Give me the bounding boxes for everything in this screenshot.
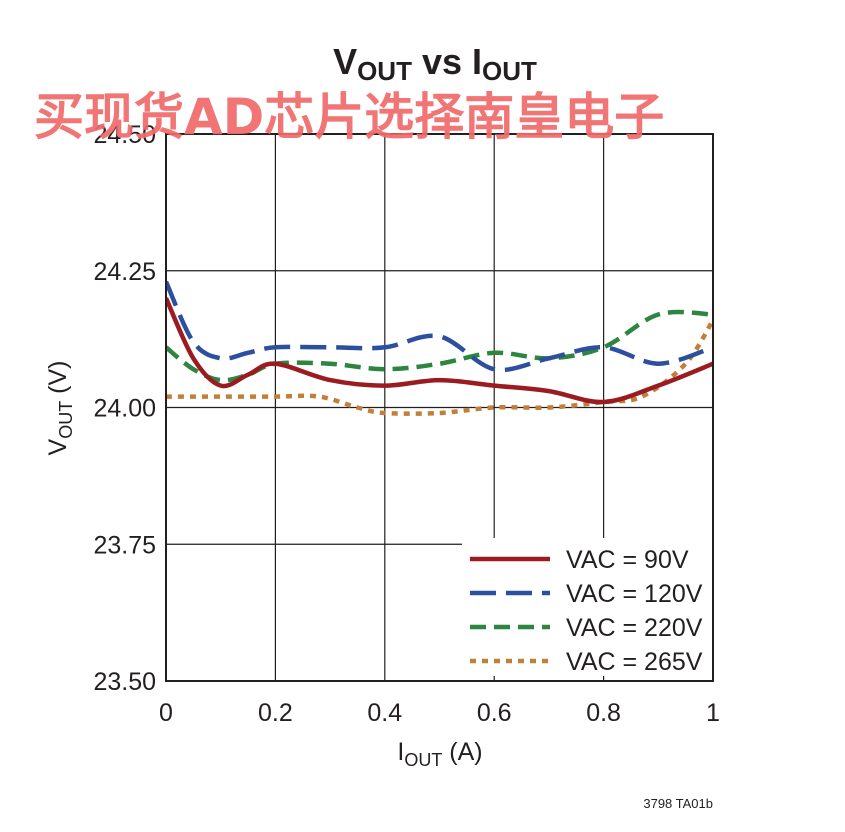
plot-area-frame bbox=[165, 133, 714, 682]
series-line-vac-120v bbox=[166, 280, 713, 373]
chart-title: VOUT vs IOUT bbox=[333, 41, 537, 86]
y-tick-label: 24.00 bbox=[93, 395, 156, 423]
watermark-text: 买现货AD芯片选择南皇电子 bbox=[34, 88, 664, 146]
legend-label: VAC = 120V bbox=[566, 580, 703, 608]
title-v-subscript: OUT bbox=[357, 56, 412, 86]
y-axis-title-subscript: OUT bbox=[56, 401, 76, 439]
x-tick-label: 0.8 bbox=[586, 699, 621, 727]
figure-id-annotation: 3798 TA01b bbox=[643, 796, 713, 811]
y-tick-label: 24.50 bbox=[93, 121, 156, 149]
x-axis-ticks: 0 0.2 0.4 0.6 0.8 1 bbox=[159, 699, 720, 727]
x-axis-title-subscript: OUT bbox=[404, 750, 442, 770]
y-axis-title-main: V bbox=[44, 438, 72, 455]
x-axis-title-main: I bbox=[397, 738, 404, 766]
grid-lines bbox=[166, 134, 713, 681]
y-axis-title: VOUT (V) bbox=[44, 361, 76, 456]
y-axis-title-unit: (V) bbox=[44, 361, 72, 401]
y-tick-label: 24.25 bbox=[93, 258, 156, 286]
x-tick-label: 1 bbox=[706, 699, 720, 727]
series-lines bbox=[166, 280, 713, 416]
series-line-vac-90v bbox=[166, 297, 713, 405]
legend-label: VAC = 220V bbox=[566, 614, 703, 642]
x-tick-label: 0 bbox=[159, 699, 173, 727]
legend: VAC = 90V VAC = 120V VAC = 220V VAC = 265V bbox=[462, 538, 712, 676]
series-line-vac-265v bbox=[166, 318, 713, 416]
x-tick-label: 0.4 bbox=[367, 699, 402, 727]
title-v: V bbox=[333, 41, 357, 82]
legend-label: VAC = 265V bbox=[566, 648, 703, 676]
y-axis-ticks: 23.50 23.75 24.00 24.25 24.50 bbox=[93, 121, 156, 696]
x-tick-label: 0.2 bbox=[258, 699, 293, 727]
x-tick-label: 0.6 bbox=[477, 699, 512, 727]
x-axis-title-unit: (A) bbox=[442, 738, 482, 766]
x-axis-title: IOUT (A) bbox=[397, 738, 482, 770]
y-tick-label: 23.75 bbox=[93, 531, 156, 559]
legend-label: VAC = 90V bbox=[566, 546, 689, 574]
y-tick-label: 23.50 bbox=[93, 668, 156, 696]
title-i-subscript: OUT bbox=[482, 56, 537, 86]
title-vs-i: vs I bbox=[412, 41, 482, 82]
series-line-vac-220v bbox=[166, 309, 713, 383]
